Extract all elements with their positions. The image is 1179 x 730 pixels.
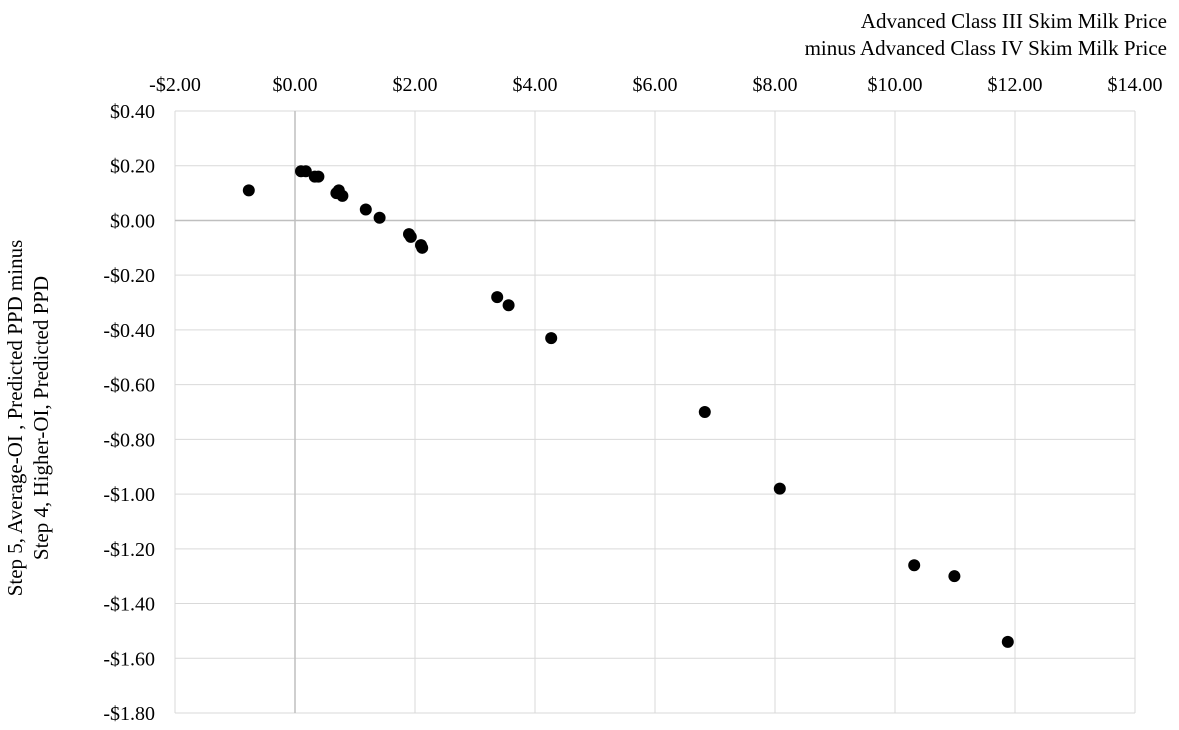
data-point bbox=[373, 211, 386, 224]
y-tick-label: -$0.20 bbox=[103, 265, 155, 287]
grid-lines bbox=[174, 110, 1136, 714]
zero-axes bbox=[175, 111, 1135, 713]
y-axis-title: Step 5, Average-OI , Predicted PPD minus… bbox=[3, 240, 53, 597]
y-axis-title-line-1: Step 5, Average-OI , Predicted PPD minus bbox=[3, 240, 27, 597]
data-point bbox=[491, 291, 504, 304]
y-tick-label: -$0.60 bbox=[103, 375, 155, 397]
data-points bbox=[242, 165, 1014, 648]
x-tick-label: $6.00 bbox=[633, 74, 678, 96]
data-point bbox=[698, 406, 711, 418]
y-tick-label: -$1.00 bbox=[103, 484, 155, 506]
data-point bbox=[545, 332, 558, 345]
data-point bbox=[502, 299, 515, 312]
data-point bbox=[336, 189, 349, 202]
x-tick-label: $14.00 bbox=[1108, 74, 1163, 96]
x-tick-label: -$2.00 bbox=[149, 74, 201, 96]
x-tick-label: $4.00 bbox=[513, 74, 558, 96]
y-tick-label: -$1.20 bbox=[103, 539, 155, 561]
data-point bbox=[359, 203, 372, 216]
y-tick-label: -$1.80 bbox=[103, 703, 155, 725]
x-tick-label: $8.00 bbox=[753, 74, 798, 96]
x-tick-label: $12.00 bbox=[988, 74, 1043, 96]
x-tick-label: $2.00 bbox=[393, 74, 438, 96]
data-point bbox=[242, 184, 255, 197]
data-point bbox=[299, 165, 312, 178]
data-point bbox=[312, 170, 325, 183]
x-axis-title-line-2: minus Advanced Class IV Skim Milk Price bbox=[805, 36, 1167, 60]
x-axis-title-line-1: Advanced Class III Skim Milk Price bbox=[861, 9, 1167, 33]
y-axis-title-line-2: Step 4, Higher-OI, Predicted PPD bbox=[29, 276, 53, 560]
y-tick-label: -$1.60 bbox=[103, 648, 155, 670]
y-tick-label: -$0.80 bbox=[103, 429, 155, 451]
y-tick-label: $0.20 bbox=[110, 156, 155, 178]
y-tick-label: $0.00 bbox=[110, 210, 155, 232]
data-point bbox=[416, 241, 429, 254]
data-point bbox=[1001, 635, 1014, 648]
data-point bbox=[908, 559, 921, 572]
y-tick-label: -$1.40 bbox=[103, 594, 155, 616]
y-tick-label: $0.40 bbox=[110, 101, 155, 123]
y-tick-label: -$0.40 bbox=[103, 320, 155, 342]
data-point bbox=[948, 570, 961, 583]
x-tick-label: $10.00 bbox=[868, 74, 923, 96]
data-point bbox=[773, 482, 786, 495]
y-tick-labels: $0.40 $0.20 $0.00 -$0.20 -$0.40 -$0.60 -$0.80 -… bbox=[103, 101, 155, 725]
x-tick-label: $0.00 bbox=[273, 74, 318, 96]
data-point bbox=[404, 230, 417, 243]
x-tick-labels: -$2.00 $0.00 $2.00 $4.00 $6.00 $8.00 $10.00 $12… bbox=[149, 74, 1162, 96]
